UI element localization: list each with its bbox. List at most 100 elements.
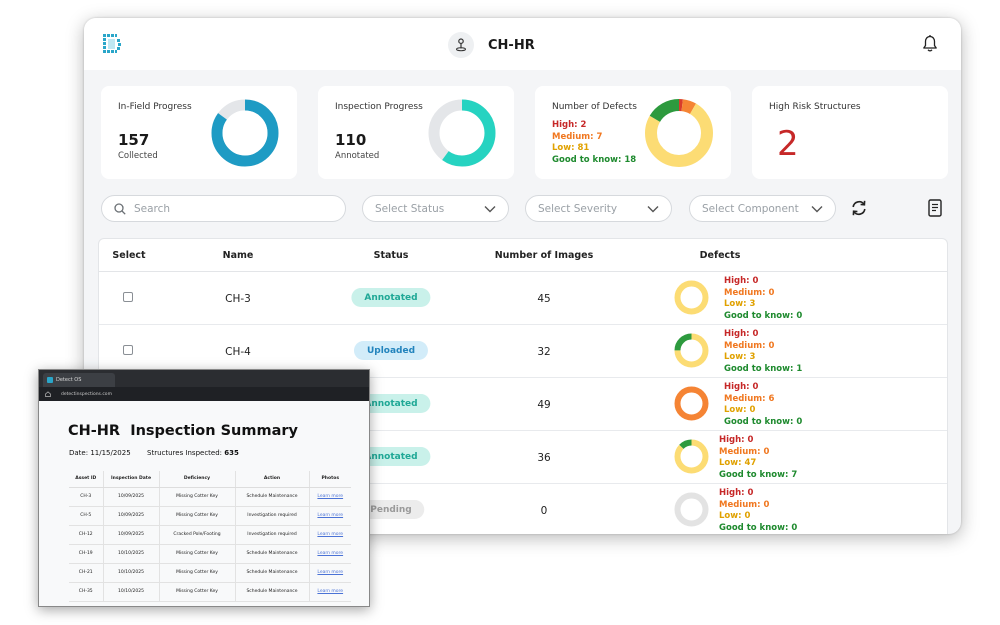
action: Investigation required: [235, 525, 310, 545]
col-action: Action: [235, 471, 310, 488]
row-defect-medium: Medium: 0: [724, 287, 775, 298]
refresh-icon[interactable]: [850, 199, 868, 217]
browser-title-bar: Detect OS: [39, 370, 369, 387]
severity-select[interactable]: Select Severity: [525, 195, 672, 222]
summary-structures: Structures Inspected: 635: [147, 449, 239, 457]
component-select[interactable]: Select Component: [689, 195, 836, 222]
header-name: Name: [222, 250, 254, 261]
home-icon[interactable]: [45, 391, 51, 397]
summary-row: CH-21 10/10/2025 Missing Cotter Key Sche…: [69, 563, 351, 583]
chevron-down-icon: [484, 205, 496, 212]
header-images: Number of Images: [494, 250, 594, 261]
row-checkbox[interactable]: [123, 292, 133, 302]
asset-id: CH-19: [69, 544, 104, 564]
row-defect-low: Low: 0: [719, 511, 751, 522]
row-defect-good: Good to know: 7: [719, 469, 798, 480]
learn-more-link[interactable]: Learn more: [309, 544, 351, 564]
donut-segment-good: [674, 439, 709, 474]
learn-more-link[interactable]: Learn more: [309, 582, 351, 602]
search-box[interactable]: [101, 195, 346, 222]
high-risk-structures-card: High Risk Structures 2: [752, 86, 948, 179]
inspection-date: 10/10/2025: [103, 582, 160, 602]
col-inspection-date: Inspection Date: [103, 471, 160, 488]
card-subtitle: Collected: [118, 151, 158, 161]
col-photos: Photos: [309, 471, 351, 488]
card-title: Inspection Progress: [335, 102, 423, 112]
donut-segment-medium: [674, 386, 709, 421]
donut-segment-low: [674, 439, 709, 474]
row-defect-good: Good to know: 0: [724, 310, 803, 321]
asset-id: CH-3: [69, 487, 104, 507]
row-defect-good: Good to know: 1: [724, 363, 803, 374]
donut-segment-low: [645, 99, 713, 167]
deficiency: Missing Cotter Key: [159, 563, 236, 583]
row-defect-medium: Medium: 0: [719, 446, 770, 457]
status-select-label: Select Status: [375, 202, 445, 215]
row-defect-good: Good to know: 0: [724, 416, 803, 427]
asset-id: CH-21: [69, 563, 104, 583]
summary-row: CH-19 10/10/2025 Missing Cotter Key Sche…: [69, 544, 351, 564]
table-row[interactable]: CH-4 Uploaded 32 High: 0 Medium: 0 Low: …: [99, 325, 947, 378]
in-field-progress-card: In-Field Progress 157 Collected: [101, 86, 297, 179]
row-defect-low: Low: 47: [719, 458, 757, 469]
image-count: 0: [540, 505, 548, 517]
inspection-date: 10/09/2025: [103, 506, 160, 526]
browser-tab[interactable]: Detect OS: [43, 373, 115, 387]
search-icon: [114, 202, 126, 215]
row-checkbox[interactable]: [123, 345, 133, 355]
card-title: High Risk Structures: [769, 102, 861, 112]
search-input[interactable]: [134, 202, 314, 215]
card-title: In-Field Progress: [118, 102, 192, 112]
action: Schedule Maintenance: [235, 563, 310, 583]
status-select[interactable]: Select Status: [362, 195, 509, 222]
action: Schedule Maintenance: [235, 487, 310, 507]
status-badge: Annotated: [351, 288, 431, 307]
inspection-summary-window: Detect OS detectinspections.com CH-HR In…: [38, 369, 370, 607]
row-defect-list: High: 0 Medium: 0 Low: 47 Good to know: …: [719, 435, 797, 481]
header-defects: Defects: [699, 250, 741, 261]
row-defect-high: High: 0: [724, 276, 759, 286]
row-defect-high: High: 0: [719, 435, 754, 445]
header-select: Select: [112, 250, 146, 261]
chevron-down-icon: [811, 205, 823, 212]
inspection-date: 10/09/2025: [103, 525, 160, 545]
inspection-progress-ring: [428, 99, 496, 167]
inspection-date: 10/10/2025: [103, 563, 160, 583]
chevron-down-icon: [647, 205, 659, 212]
defect-low: Low: 81: [552, 143, 590, 153]
row-defect-low: Low: 0: [724, 405, 756, 416]
deficiency: Missing Cotter Key: [159, 487, 236, 507]
summary-row: CH-3 10/09/2025 Missing Cotter Key Sched…: [69, 487, 351, 507]
card-subtitle: Annotated: [335, 151, 380, 161]
summary-row: CH-35 10/10/2025 Missing Cotter Key Sche…: [69, 582, 351, 602]
status-badge: Annotated: [351, 394, 431, 413]
col-asset-id: Asset ID: [69, 471, 104, 488]
app-logo-icon[interactable]: [103, 34, 121, 54]
deficiency: Missing Cotter Key: [159, 582, 236, 602]
image-count: 45: [537, 293, 551, 305]
summary-heading: CH-HR Inspection Summary: [68, 423, 298, 439]
inspection-date: 10/10/2025: [103, 544, 160, 564]
table-row[interactable]: CH-3 Annotated 45 High: 0 Medium: 0 Low:…: [99, 272, 947, 325]
notification-bell-icon[interactable]: [922, 35, 938, 53]
learn-more-link[interactable]: Learn more: [309, 506, 351, 526]
in-field-progress-ring: [211, 99, 279, 167]
donut-segment-good: [674, 333, 709, 368]
learn-more-link[interactable]: Learn more: [309, 563, 351, 583]
browser-url-bar[interactable]: detectinspections.com: [39, 387, 369, 401]
row-defect-low: Low: 3: [724, 299, 756, 310]
asset-id: CH-5: [69, 506, 104, 526]
defects-donut-chart: [645, 99, 713, 167]
table-header: Select Name Status Number of Images Defe…: [99, 239, 947, 272]
collected-count: 157: [118, 131, 150, 149]
action: Schedule Maintenance: [235, 582, 310, 602]
deficiency: Cracked Pole/Footing: [159, 525, 236, 545]
asset-id: CH-12: [69, 525, 104, 545]
learn-more-link[interactable]: Learn more: [309, 525, 351, 545]
image-count: 32: [537, 346, 551, 358]
annotated-count: 110: [335, 131, 367, 149]
row-defect-list: High: 0 Medium: 6 Low: 0 Good to know: 0: [724, 382, 802, 428]
row-defect-medium: Medium: 0: [719, 499, 770, 510]
learn-more-link[interactable]: Learn more: [309, 487, 351, 507]
report-document-icon[interactable]: [927, 199, 943, 217]
